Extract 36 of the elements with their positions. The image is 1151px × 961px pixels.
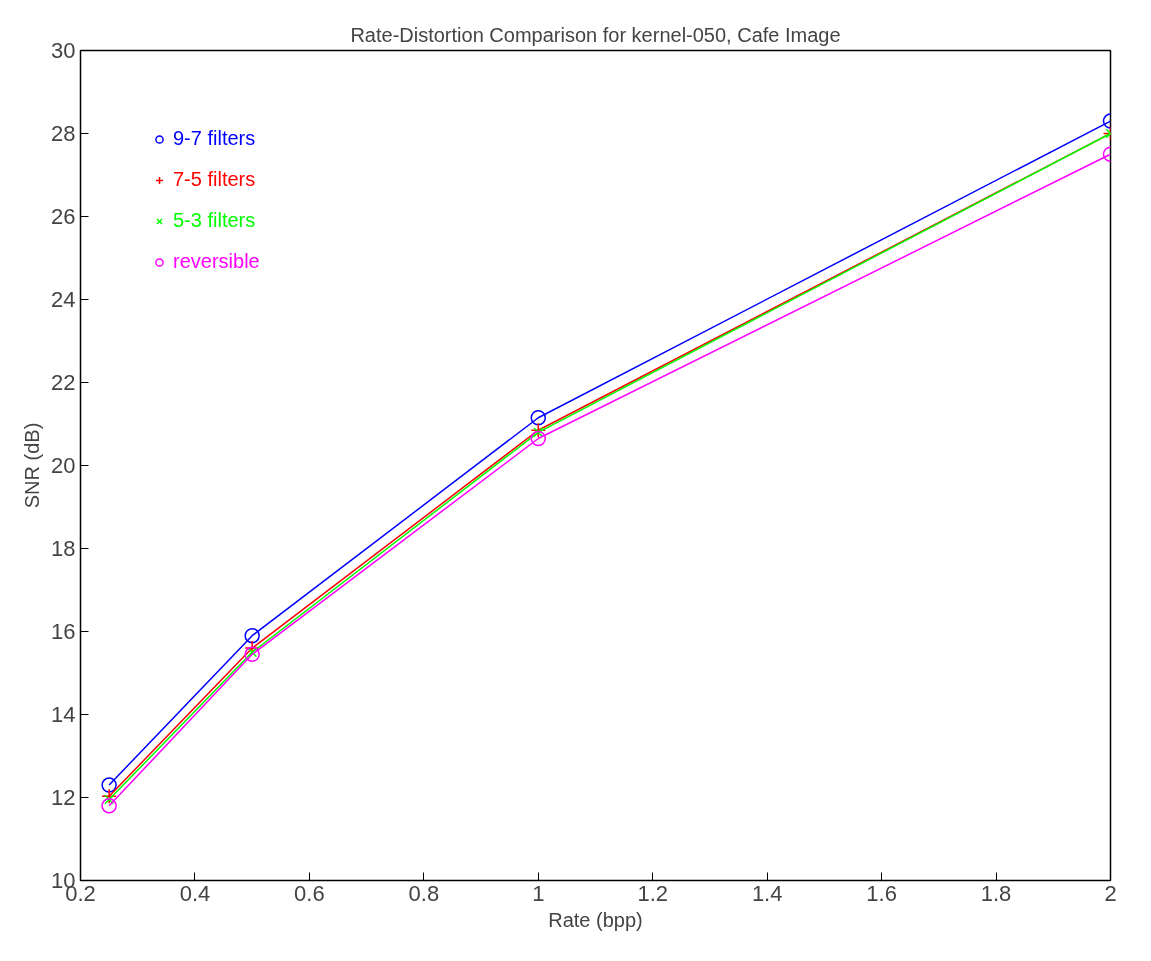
- y-axis-title: SNR (dB): [21, 422, 44, 509]
- y-tick-label: 14: [51, 702, 76, 727]
- x-tick-label: 0.8: [408, 880, 440, 906]
- x-axis-title: Rate (bpp): [548, 908, 643, 931]
- y-tick-label: 30: [51, 38, 76, 63]
- x-tick-label: 1.8: [980, 880, 1012, 906]
- point: [244, 627, 260, 644]
- x-tick-label: 2: [1104, 880, 1117, 906]
- y-tick-label: 12: [51, 785, 76, 810]
- y-tick-label: 20: [51, 453, 76, 478]
- x-tick-label: 1.6: [866, 880, 897, 906]
- point: [530, 430, 547, 447]
- point: [104, 794, 115, 805]
- point: [101, 777, 117, 793]
- y-tick-label: 18: [51, 536, 76, 561]
- x-tick-label: 1: [532, 880, 545, 906]
- legend-label: 5-3 filters: [173, 209, 256, 232]
- y-tick-label: 28: [51, 121, 76, 146]
- x-tick-label: 1.2: [637, 880, 669, 906]
- point: [101, 788, 117, 805]
- x-tick-label: 0.6: [294, 880, 325, 906]
- point: [244, 646, 260, 663]
- point: [530, 410, 547, 426]
- legend-label: 7-5 filters: [173, 168, 256, 191]
- point: [533, 427, 544, 438]
- y-tick-label: 24: [51, 287, 76, 312]
- x-tick-label: 0.4: [179, 880, 211, 906]
- x-tick-label: 1.4: [751, 880, 783, 906]
- point: [530, 422, 547, 438]
- legend-label: 9-7 filters: [173, 127, 256, 150]
- chart-title: Rate-Distortion Comparison for kernel-050, Cafe Image: [350, 23, 841, 46]
- y-tick-label: 16: [51, 619, 76, 644]
- point: [101, 798, 117, 814]
- y-tick-label: 26: [51, 204, 76, 229]
- legend-label: reversible: [173, 250, 260, 273]
- y-tick-label: 22: [51, 370, 76, 395]
